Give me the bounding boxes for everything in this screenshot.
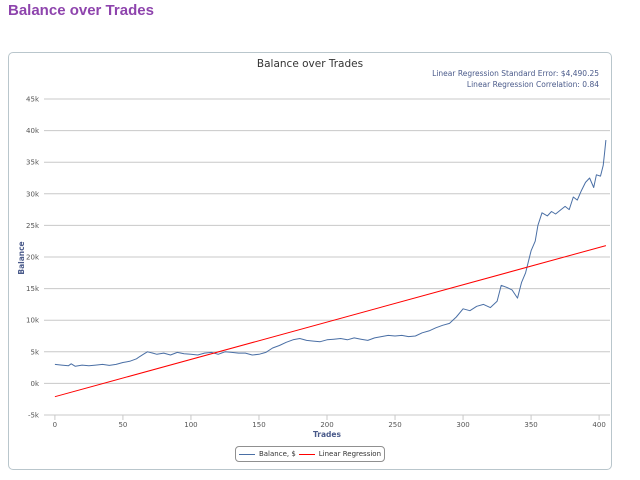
legend-swatch-regression — [298, 453, 315, 455]
y-tick-label: 30k — [26, 190, 40, 198]
page-title: Balance over Trades — [8, 2, 154, 19]
legend-label-regression: Linear Regression — [318, 450, 382, 458]
regression-correlation: Linear Regression Correlation: 0.84 — [467, 80, 599, 89]
y-tick-label: 20k — [26, 254, 40, 262]
x-tick-label: 350 — [524, 421, 537, 429]
legend-swatch-balance — [238, 453, 255, 455]
y-tick-label: -5k — [28, 412, 40, 420]
x-tick-label: 250 — [388, 421, 401, 429]
y-axis-label: Balance — [17, 241, 26, 274]
x-tick-label: 0 — [53, 421, 57, 429]
x-tick-label: 300 — [456, 421, 469, 429]
x-tick-label: 100 — [184, 421, 197, 429]
balance-series-line — [54, 140, 607, 367]
x-tick-label: 400 — [592, 421, 605, 429]
tick-labels: -5k 0k 5k 10k 15k 20k 25k 30k 35k 40k 45k 0 50 100 150… — [26, 96, 606, 430]
y-tick-label: 10k — [26, 317, 40, 325]
y-tick-label: 15k — [26, 285, 40, 293]
y-tick-label: 40k — [26, 127, 40, 135]
series-lines — [54, 140, 607, 398]
y-tick-label: 45k — [26, 96, 40, 104]
legend-item-balance[interactable]: Balance, $ — [238, 450, 296, 458]
legend-label-balance: Balance, $ — [258, 450, 296, 458]
chart-legend: Balance, $ Linear Regression — [235, 446, 385, 462]
grid-lines — [44, 98, 610, 420]
x-axis-label: Trades — [313, 430, 342, 439]
y-tick-label: 35k — [26, 159, 40, 167]
regression-series-line — [54, 245, 607, 398]
chart-title: Balance over Trades — [257, 58, 363, 70]
y-tick-label: 25k — [26, 222, 40, 230]
x-tick-label: 150 — [252, 421, 265, 429]
legend-item-regression[interactable]: Linear Regression — [298, 450, 382, 458]
regression-std-error: Linear Regression Standard Error: $4,490… — [432, 69, 599, 78]
chart-card — [8, 52, 612, 470]
x-tick-label: 50 — [118, 421, 127, 429]
y-tick-label: 5k — [30, 348, 39, 356]
y-tick-label: 0k — [30, 380, 39, 388]
x-tick-label: 200 — [320, 421, 333, 429]
